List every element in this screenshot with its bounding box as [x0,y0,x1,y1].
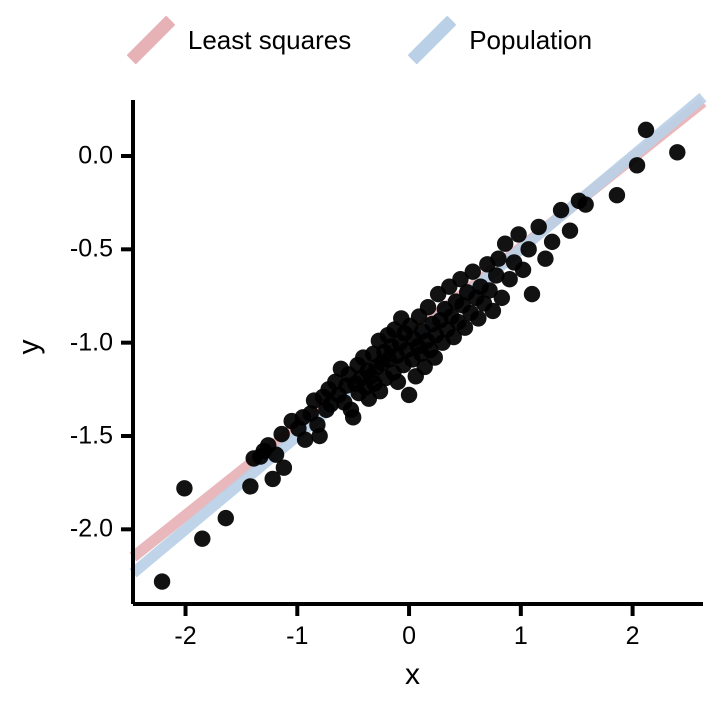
data-point [552,201,570,219]
data-point [296,431,314,448]
data-point [371,383,389,400]
data-point [389,373,407,391]
axis-spines [121,100,703,616]
data-point [577,196,594,213]
data-point [608,187,626,204]
data-point [669,144,686,161]
x-tick-label: -2 [174,622,197,650]
data-point [311,427,328,445]
data-point [456,319,474,336]
data-point [523,285,541,303]
data-point [344,409,362,426]
data-point [510,226,527,243]
y-tick-label: -1.0 [69,328,113,357]
data-point [637,121,655,139]
x-axis-title: x [405,658,420,691]
data-point [484,302,502,320]
data-point [273,425,290,443]
scatter-points [153,121,686,590]
y-tick-label: -1.5 [69,421,113,450]
data-point [488,267,505,284]
data-point [426,349,443,366]
data-point [530,218,547,236]
data-point [275,459,293,476]
data-point [153,573,171,590]
data-point [496,235,514,252]
y-tick-label: -2.0 [69,514,113,543]
data-point [464,263,481,280]
data-point [493,289,511,307]
data-point [419,299,437,316]
legend-label-population: Population [469,25,593,55]
data-point [194,530,211,547]
data-point [242,478,259,495]
legend-entry-least-squares[interactable]: Least squares [126,15,352,65]
x-tick-label: 1 [513,622,528,650]
y-tick-label: 0.0 [78,141,113,170]
data-point [445,328,462,346]
data-point [267,446,285,463]
data-point [470,310,487,327]
data-point [176,480,193,497]
data-point [561,222,579,239]
x-tick-label: -1 [286,622,309,650]
y-tick-label: -0.5 [69,234,113,263]
x-tick-label: 2 [625,622,640,650]
data-point [628,157,646,174]
data-point [490,250,507,267]
data-point [264,470,281,488]
data-point [452,271,469,288]
legend-label-least-squares: Least squares [187,25,352,55]
data-point [481,282,498,299]
data-point [543,233,561,251]
data-point [514,261,532,279]
data-point [537,250,554,267]
data-point [501,271,518,288]
data-point [217,509,234,527]
y-axis-title: y [12,339,46,355]
x-tick-label: 0 [402,622,416,650]
legend-entry-population[interactable]: Population [407,15,593,65]
data-point [520,241,537,258]
chart-legend: Least squares Population [0,0,720,80]
data-point [400,386,418,404]
